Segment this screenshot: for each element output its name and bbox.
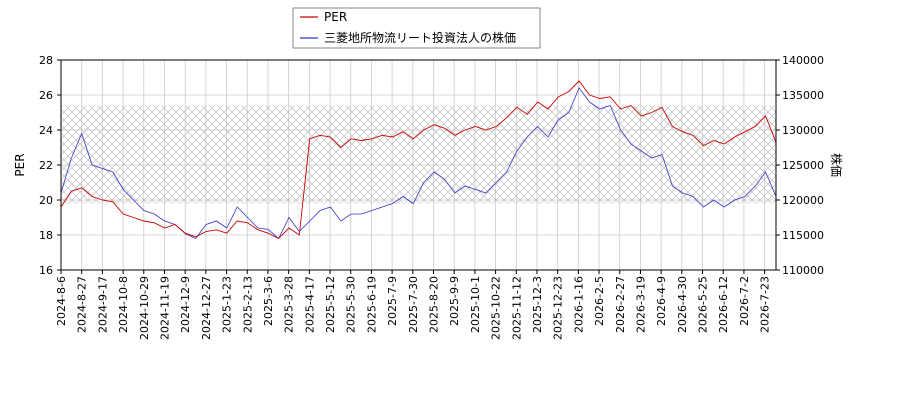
x-tick-label: 2025-10-22 [490,276,503,340]
left-axis-title: PER [13,153,27,176]
x-tick-label: 2025-11-12 [510,276,523,340]
x-tick-label: 2026-1-16 [572,276,585,333]
legend-box [292,7,541,49]
x-tick-label: 2024-11-19 [158,276,171,340]
x-axis-ticks: 2024-8-6 2024-8-27 2024-9-17 2024-10-8 2024-… [55,270,772,340]
legend-label-stock: 三菱地所物流リート投資法人の株価 [324,30,516,45]
right-tick-label: 115000 [782,229,824,242]
x-tick-label: 2024-8-6 [55,276,68,326]
x-tick-label: 2026-6-12 [717,276,730,333]
x-tick-label: 2026-5-25 [697,276,710,333]
legend: PER 三菱地所物流リート投資法人の株価 [292,7,541,49]
x-tick-label: 2024-8-27 [76,276,89,333]
right-axis-ticks: 110000 115000 120000 125000 130000 135000 1400… [776,54,824,277]
x-tick-label: 2024-12-27 [200,276,213,340]
x-tick-label: 2026-7-2 [738,276,751,326]
x-tick-label: 2025-4-17 [303,276,316,333]
right-axis-title: 株価 [829,153,844,177]
x-tick-label: 2026-4-30 [676,276,689,333]
x-tick-label: 2025-1-23 [221,276,234,333]
left-tick-label: 24 [39,124,53,137]
left-tick-label: 18 [39,229,53,242]
x-tick-label: 2025-7-30 [407,276,420,333]
x-tick-label: 2026-2-27 [614,276,627,333]
x-tick-label: 2025-12-3 [531,276,544,333]
right-tick-label: 120000 [782,194,824,207]
x-tick-label: 2025-3-28 [283,276,296,333]
x-tick-label: 2025-5-12 [324,276,337,333]
x-tick-label: 2026-7-23 [759,276,772,333]
x-tick-label: 2024-12-9 [179,276,192,333]
per-line [61,80,776,240]
left-tick-label: 22 [39,159,53,172]
x-tick-label: 2025-7-9 [386,276,399,326]
x-tick-label: 2025-3-6 [262,276,275,326]
x-tick-label: 2026-2-5 [593,276,606,326]
x-tick-label: 2024-10-8 [117,276,130,333]
x-tick-label: 2025-6-19 [365,276,378,333]
x-tick-label: 2025-9-9 [448,276,461,326]
x-tick-label: 2025-8-20 [428,276,441,333]
x-tick-label: 2025-5-30 [345,276,358,333]
left-tick-label: 26 [39,89,53,102]
x-tick-label: 2025-2-13 [241,276,254,333]
left-tick-label: 20 [39,194,53,207]
x-tick-label: 2026-3-19 [634,276,647,333]
x-tick-label: 2026-4-9 [655,276,668,326]
right-tick-label: 125000 [782,159,824,172]
left-tick-label: 28 [39,54,53,67]
right-tick-label: 110000 [782,264,824,277]
left-axis-ticks: 16 18 20 22 24 26 28 [39,54,61,277]
range-band [61,105,776,204]
x-tick-label: 2024-10-29 [138,276,151,340]
x-tick-label: 2025-12-23 [552,276,565,340]
left-tick-label: 16 [39,264,53,277]
x-tick-label: 2025-10-1 [469,276,482,333]
legend-label-per: PER [324,10,347,24]
right-tick-label: 140000 [782,54,824,67]
right-tick-label: 130000 [782,124,824,137]
x-tick-label: 2024-9-17 [96,276,109,333]
right-tick-label: 135000 [782,89,824,102]
